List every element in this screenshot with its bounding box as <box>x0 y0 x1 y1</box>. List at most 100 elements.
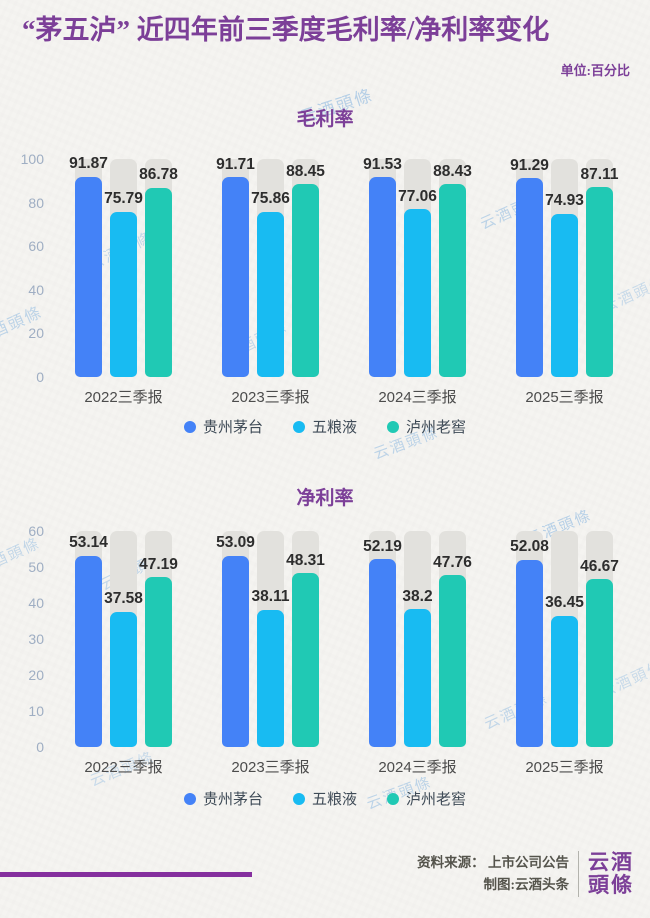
value-label: 52.08 <box>510 538 549 556</box>
x-axis-label: 2022三季报 <box>84 759 163 776</box>
gross-margin-chart-title: 毛利率 <box>296 109 354 130</box>
value-label: 47.76 <box>433 553 472 571</box>
y-axis-tick: 60 <box>28 238 44 255</box>
y-axis-tick: 20 <box>28 667 44 684</box>
value-label: 36.45 <box>545 594 584 612</box>
value-label: 91.29 <box>510 156 549 174</box>
bar-slot: 87.11 <box>581 159 618 377</box>
bar-贵州茅台[interactable] <box>369 177 396 377</box>
bar-slot: 91.29 <box>510 157 549 377</box>
value-label: 88.45 <box>286 162 325 180</box>
bar-泸州老窖[interactable] <box>292 184 319 377</box>
value-label: 53.09 <box>216 534 255 552</box>
value-label: 91.53 <box>363 155 402 173</box>
bar-slot: 91.53 <box>363 157 402 377</box>
y-axis-tick: 50 <box>28 559 44 575</box>
bar-slot: 88.45 <box>286 159 325 377</box>
bar-slot: 37.58 <box>104 531 143 747</box>
legend-label: 五粮液 <box>311 791 357 808</box>
footer-divider <box>578 851 579 898</box>
legend-item-贵州茅台[interactable]: 贵州茅台 <box>183 416 263 437</box>
y-axis: 0 20 40 60 80 100 <box>2 152 44 384</box>
value-label: 87.11 <box>580 165 619 183</box>
plot-area: 91.87 75.79 86.78 2022三季报 91.71 75.86 88.45 202… <box>69 155 618 406</box>
bar-贵州茅台[interactable] <box>369 559 396 747</box>
legend-dot-icon <box>183 792 196 805</box>
bar-slot: 36.45 <box>545 531 584 747</box>
y-axis-tick: 80 <box>28 194 44 211</box>
bar-slot: 53.14 <box>69 531 108 747</box>
decorative-purple-line <box>0 872 252 877</box>
bar-五粮液[interactable] <box>257 609 284 747</box>
y-axis-tick: 30 <box>28 631 44 647</box>
y-axis: 0 10 20 30 40 50 60 <box>2 524 44 754</box>
legend-label: 五粮液 <box>311 419 357 436</box>
legend-dot-icon <box>292 420 305 433</box>
bar-贵州茅台[interactable] <box>516 178 543 377</box>
bar-泸州老窖[interactable] <box>292 573 319 747</box>
brand-logo: 云酒 頭條 <box>588 850 634 898</box>
bar-贵州茅台[interactable] <box>516 559 543 747</box>
bar-贵州茅台[interactable] <box>75 555 102 747</box>
bar-泸州老窖[interactable] <box>586 187 613 377</box>
brand-logo-line2: 頭條 <box>588 873 634 898</box>
bar-group: 91.29 74.93 87.11 2025三季报 <box>510 157 618 406</box>
bar-group: 52.08 36.45 46.67 2025三季报 <box>510 531 619 776</box>
x-axis-label: 2024三季报 <box>378 759 457 776</box>
bar-贵州茅台[interactable] <box>222 177 249 377</box>
bar-泸州老窖[interactable] <box>586 579 613 747</box>
data-source-line: 资料来源： 上市公司公告 <box>417 854 569 870</box>
bar-五粮液[interactable] <box>551 615 578 747</box>
value-label: 91.71 <box>216 155 255 173</box>
bar-slot: 38.2 <box>402 531 433 747</box>
y-axis-tick: 20 <box>28 325 44 342</box>
bar-五粮液[interactable] <box>404 609 431 747</box>
value-label: 88.43 <box>433 162 472 180</box>
bar-五粮液[interactable] <box>404 209 431 377</box>
value-label: 53.14 <box>69 534 108 552</box>
legend-dot-icon <box>183 420 196 433</box>
value-label: 77.06 <box>398 187 437 205</box>
bar-泸州老窖[interactable] <box>145 187 172 377</box>
x-axis-label: 2025三季报 <box>525 389 604 406</box>
legend-item-泸州老窖[interactable]: 泸州老窖 <box>387 788 466 809</box>
bar-slot: 38.11 <box>252 531 289 747</box>
legend-item-泸州老窖[interactable]: 泸州老窖 <box>387 416 466 437</box>
bar-泸州老窖[interactable] <box>439 575 466 747</box>
x-axis-label: 2023三季报 <box>231 759 310 776</box>
bar-slot: 88.43 <box>433 159 472 377</box>
y-axis-tick: 0 <box>36 369 44 385</box>
legend-dot-icon <box>292 792 305 805</box>
bar-slot: 91.87 <box>69 156 108 377</box>
y-axis-tick: 10 <box>28 703 44 720</box>
legend-item-五粮液[interactable]: 五粮液 <box>292 788 357 809</box>
value-label: 37.58 <box>104 590 143 608</box>
bar-泸州老窖[interactable] <box>145 577 172 747</box>
bar-slot: 74.93 <box>545 159 584 377</box>
y-axis-tick: 100 <box>20 151 44 167</box>
bar-贵州茅台[interactable] <box>75 176 102 377</box>
chart-credit-line: 制图:云酒头条 <box>483 876 570 892</box>
value-label: 75.86 <box>251 190 290 208</box>
bar-group: 53.14 37.58 47.19 2022三季报 <box>69 531 178 776</box>
bar-slot: 52.08 <box>510 531 549 747</box>
legend-item-五粮液[interactable]: 五粮液 <box>292 416 357 437</box>
bar-group: 53.09 38.11 48.31 2023三季报 <box>216 531 325 776</box>
bar-五粮液[interactable] <box>110 611 137 747</box>
legend: 贵州茅台 五粮液 泸州老窖 <box>0 416 650 437</box>
value-label: 91.87 <box>69 155 108 173</box>
bar-五粮液[interactable] <box>257 211 284 377</box>
bar-五粮液[interactable] <box>110 211 137 377</box>
bar-泸州老窖[interactable] <box>439 184 466 377</box>
bar-贵州茅台[interactable] <box>222 555 249 747</box>
legend-item-贵州茅台[interactable]: 贵州茅台 <box>183 788 263 809</box>
page-title: “茅五泸” 近四年前三季度毛利率/净利率变化 <box>22 15 550 45</box>
bar-slot: 46.67 <box>580 531 619 747</box>
x-axis-label: 2023三季报 <box>231 389 310 406</box>
bar-五粮液[interactable] <box>551 213 578 377</box>
legend-dot-icon <box>387 792 399 805</box>
unit-label: 单位:百分比 <box>560 63 630 78</box>
bar-slot: 75.79 <box>104 159 143 377</box>
value-label: 74.93 <box>545 192 584 210</box>
